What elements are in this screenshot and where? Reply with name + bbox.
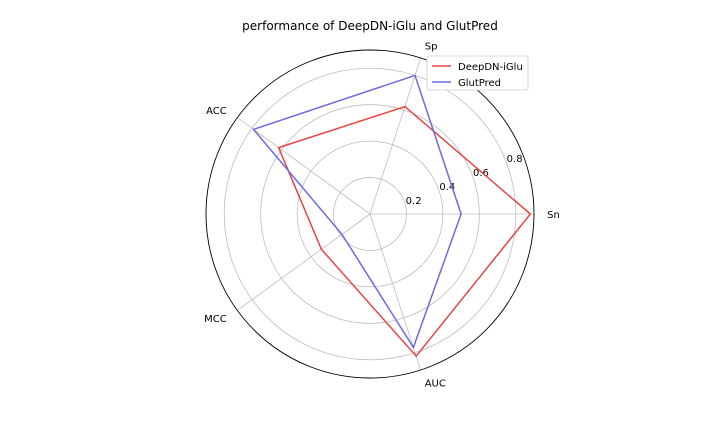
category-label-sn: Sn	[547, 210, 560, 221]
legend-entry: GlutPred	[458, 78, 501, 89]
category-labels: Sn Sp ACC MCC AUC	[204, 42, 560, 390]
spoke-line	[369, 57, 422, 215]
radar-series	[252, 74, 532, 358]
category-label-sp: Sp	[425, 42, 438, 53]
category-label-mcc: MCC	[204, 314, 227, 325]
spoke-line	[369, 213, 422, 371]
radial-tick-label: 0.2	[406, 196, 422, 207]
legend-box	[426, 55, 529, 91]
series-line-glutpred	[252, 74, 462, 350]
category-label-acc: ACC	[206, 106, 227, 117]
radial-tick-label: 0.6	[473, 168, 489, 179]
legend-entry: DeepDN-iGlu	[458, 62, 523, 73]
radial-tick-label: 0.8	[507, 154, 523, 165]
outer-boundary	[205, 49, 535, 379]
category-label-auc: AUC	[425, 378, 446, 389]
radar-grid: 0.2 0.4 0.6 0.8	[205, 49, 535, 379]
chart-title: performance of DeepDN-iGlu and GlutPred	[242, 19, 498, 33]
spoke-line	[237, 117, 371, 215]
legend: DeepDN-iGlu GlutPred	[426, 55, 529, 91]
radial-tick-label: 0.4	[439, 182, 455, 193]
series-line-deepdn-iglu	[277, 105, 532, 358]
spoke-line	[237, 213, 371, 311]
